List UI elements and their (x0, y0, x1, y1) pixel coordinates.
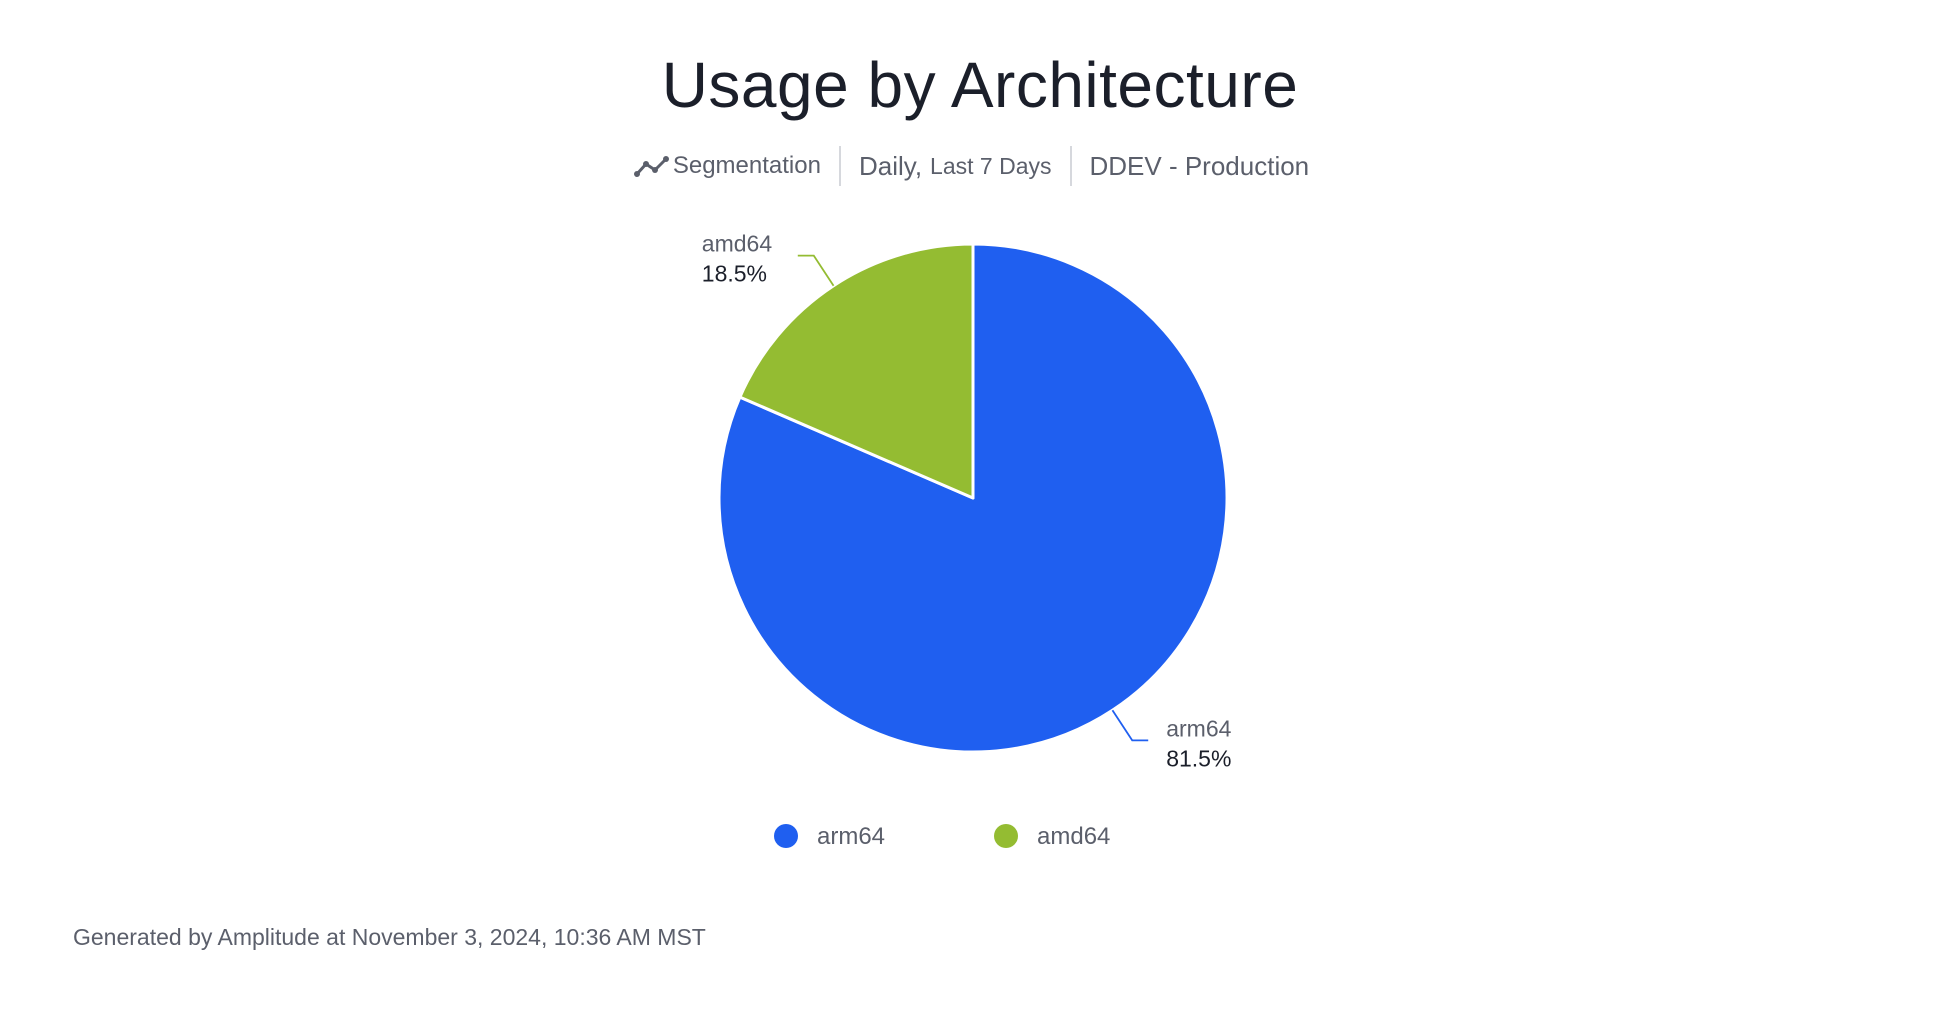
project-meta: DDEV - Production (1072, 146, 1328, 186)
legend-label: arm64 (817, 823, 885, 850)
generated-footer: Generated by Amplitude at November 3, 20… (73, 924, 706, 950)
interval-meta: Daily, Last 7 Days (841, 146, 1070, 186)
project-label: DDEV - Production (1089, 150, 1310, 181)
meta-divider (1069, 146, 1072, 186)
chart-meta-bar: Segmentation Daily, Last 7 Days DDEV - P… (0, 146, 1960, 186)
range-label: Last 7 Days (930, 152, 1052, 179)
callout-value-label: 18.5% (702, 261, 767, 287)
callout-value-label: 81.5% (1166, 745, 1231, 771)
callout-line-amd64 (797, 254, 835, 287)
legend-marker-amd64 (994, 824, 1018, 848)
pie-slice-amd64 (738, 242, 975, 500)
segmentation-line-icon (633, 156, 669, 177)
legend-marker-arm64 (774, 824, 798, 848)
segmentation-label: Segmentation (672, 152, 821, 179)
legend-label: amd64 (1037, 823, 1110, 850)
callout-category-label: arm64 (1166, 715, 1231, 741)
callout-category-label: amd64 (702, 231, 773, 257)
meta-divider (838, 146, 841, 186)
segmentation-meta: Segmentation (633, 146, 839, 186)
interval-label: Daily, (858, 150, 923, 181)
pie-chart: arm64 81.5% amd64 18.5% arm64 amd64 (702, 231, 1232, 850)
callout-line-arm64 (1111, 709, 1149, 742)
chart-title: Usage by Architecture (661, 49, 1299, 121)
